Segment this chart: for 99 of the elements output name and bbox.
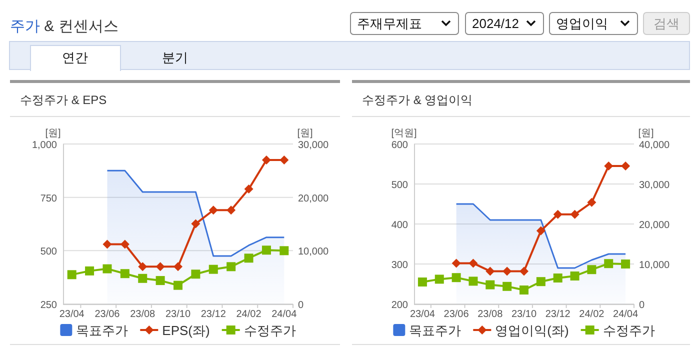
y-tick-label: 500 bbox=[391, 180, 408, 191]
x-tick-label: 24/04 bbox=[272, 309, 298, 320]
text: 연간 bbox=[62, 50, 88, 65]
point bbox=[468, 258, 478, 268]
point bbox=[174, 262, 182, 272]
text: 검색 bbox=[654, 16, 680, 31]
point bbox=[570, 210, 580, 219]
y-tick-label: 250 bbox=[40, 300, 58, 311]
point bbox=[156, 276, 165, 286]
point bbox=[553, 274, 562, 282]
point bbox=[553, 210, 562, 219]
y2-tick-label: 0 bbox=[639, 300, 645, 311]
point bbox=[502, 282, 512, 291]
point bbox=[452, 273, 461, 282]
y-tick-label: 600 bbox=[391, 140, 408, 151]
y2-tick-label: 40,000 bbox=[639, 140, 670, 151]
point bbox=[520, 266, 528, 276]
y2-axis-title: [원] bbox=[638, 128, 654, 139]
y-tick-label: 1,000 bbox=[32, 140, 58, 151]
x-tick-label: 23/06 bbox=[94, 309, 120, 320]
point bbox=[208, 264, 218, 274]
point bbox=[244, 184, 254, 194]
point bbox=[418, 278, 427, 286]
x-tick-label: 23/08 bbox=[478, 309, 504, 320]
point bbox=[452, 258, 461, 268]
y-tick-label: 400 bbox=[391, 220, 408, 231]
x-tick-label: 23/12 bbox=[545, 309, 571, 320]
text: 주가 & 컨센서스 bbox=[10, 18, 118, 35]
point bbox=[502, 266, 512, 276]
point bbox=[67, 270, 76, 280]
point bbox=[587, 265, 596, 274]
legend-label: 영업이익(좌) bbox=[495, 323, 569, 338]
legend-label: 수정주가 bbox=[602, 323, 655, 338]
y-axis-title: [억원] bbox=[391, 128, 417, 139]
point bbox=[587, 198, 596, 207]
point bbox=[244, 254, 254, 263]
point bbox=[191, 270, 200, 279]
point bbox=[120, 240, 130, 249]
x-tick-label: 23/08 bbox=[130, 309, 156, 320]
point bbox=[138, 274, 148, 283]
point bbox=[208, 206, 218, 215]
x-tick-label: 23/12 bbox=[200, 309, 226, 320]
y2-tick-label: 20,000 bbox=[298, 193, 330, 204]
text: 주재무제표 bbox=[357, 16, 422, 31]
x-tick-label: 23/10 bbox=[165, 309, 191, 320]
legend-label: 목표주가 bbox=[76, 323, 128, 338]
point bbox=[520, 286, 528, 294]
point bbox=[486, 280, 495, 290]
legend-label: EPS(좌) bbox=[162, 323, 210, 338]
text: 영업이익 bbox=[556, 16, 608, 31]
y-tick-label: 750 bbox=[40, 193, 58, 204]
point bbox=[262, 246, 271, 255]
x-tick-label: 24/02 bbox=[236, 309, 262, 320]
point bbox=[621, 260, 630, 268]
y2-tick-label: 30,000 bbox=[639, 180, 670, 191]
chart-title: 수정주가 & 영업이익 bbox=[362, 93, 473, 107]
point bbox=[486, 266, 495, 276]
y2-tick-label: 10,000 bbox=[298, 246, 330, 258]
point bbox=[226, 206, 236, 215]
chart-title: 수정주가 & EPS bbox=[20, 93, 107, 107]
y-tick-label: 500 bbox=[40, 246, 58, 258]
point bbox=[120, 269, 130, 278]
legend-label: 목표주가 bbox=[409, 323, 462, 338]
point bbox=[280, 246, 289, 256]
point bbox=[434, 274, 444, 284]
x-tick-label: 23/10 bbox=[511, 309, 537, 320]
point bbox=[102, 264, 112, 274]
point bbox=[604, 259, 614, 268]
y-axis-title: [원] bbox=[45, 128, 61, 139]
x-tick-label: 24/02 bbox=[579, 309, 605, 320]
point bbox=[102, 240, 112, 249]
y2-tick-label: 0 bbox=[298, 300, 304, 311]
point bbox=[536, 226, 546, 236]
point bbox=[138, 262, 148, 272]
point bbox=[174, 280, 182, 290]
point bbox=[570, 272, 580, 280]
point bbox=[621, 162, 630, 170]
x-tick-label: 23/04 bbox=[59, 309, 85, 320]
point bbox=[226, 262, 236, 272]
legend-label: 수정주가 bbox=[244, 323, 296, 338]
point bbox=[468, 276, 478, 286]
y2-tick-label: 10,000 bbox=[639, 260, 670, 271]
y2-axis-title: [원] bbox=[297, 128, 313, 139]
point bbox=[536, 277, 546, 286]
point bbox=[604, 162, 614, 170]
text: 분기 bbox=[162, 50, 188, 65]
y2-tick-label: 30,000 bbox=[298, 140, 330, 151]
text: 2024/12 bbox=[472, 16, 519, 31]
point bbox=[85, 266, 94, 276]
point bbox=[191, 219, 200, 228]
point bbox=[280, 156, 289, 164]
y-tick-label: 300 bbox=[391, 260, 408, 271]
y2-tick-label: 20,000 bbox=[639, 220, 670, 231]
y-tick-label: 200 bbox=[391, 300, 408, 311]
x-tick-label: 24/04 bbox=[613, 309, 638, 320]
point bbox=[156, 262, 165, 272]
x-tick-label: 23/04 bbox=[410, 309, 436, 320]
point bbox=[262, 156, 271, 164]
x-tick-label: 23/06 bbox=[444, 309, 470, 320]
